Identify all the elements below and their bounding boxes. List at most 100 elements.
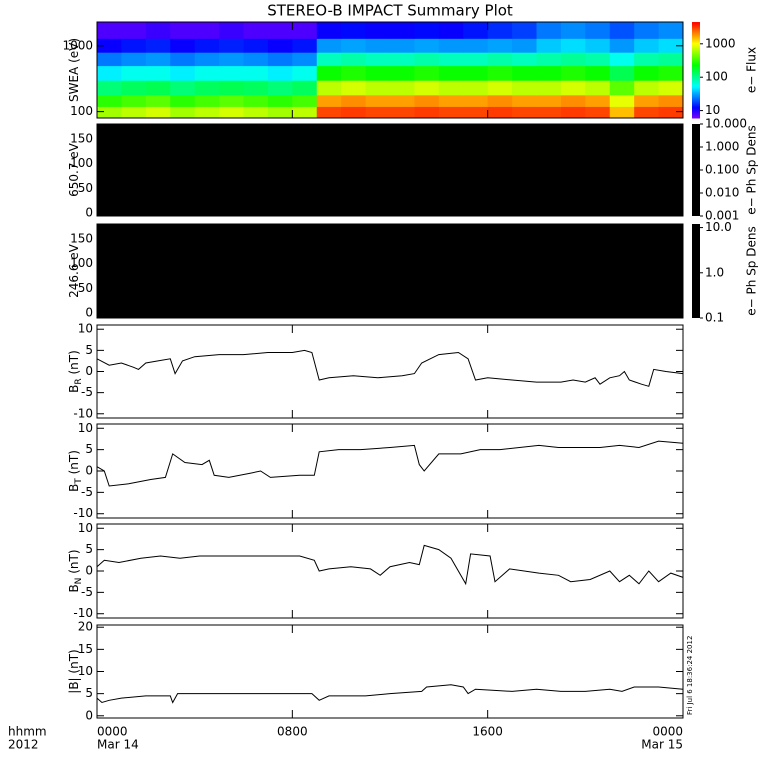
panel-frame xyxy=(96,223,684,319)
colorbar-stripe xyxy=(692,72,700,75)
spectrogram-cell xyxy=(634,94,660,107)
spectrogram-cell xyxy=(634,65,660,81)
colorbar-stripe xyxy=(692,82,700,85)
y-tick-label: 15 xyxy=(78,642,93,656)
panel-frame xyxy=(96,123,684,217)
spectrogram-cell xyxy=(292,80,318,96)
colorbar-tick-label: 0.100 xyxy=(705,163,739,177)
colorbar-tick-label: 1000 xyxy=(705,36,736,50)
spectrogram-cell xyxy=(438,22,464,39)
spectrogram-cell xyxy=(560,94,586,107)
y-tick-label: 10 xyxy=(78,664,93,678)
spectrogram-cell xyxy=(487,52,513,67)
spectrogram-cell xyxy=(194,80,220,96)
spectrogram-cell xyxy=(292,106,318,119)
colorbar-stripe xyxy=(692,30,700,33)
spectrogram-cell xyxy=(341,52,367,67)
spectrogram-cell xyxy=(585,22,611,39)
y-axis-label: |B| (nT) xyxy=(67,649,81,693)
colorbar-stripe xyxy=(692,88,700,91)
spectrogram-cell xyxy=(170,52,196,67)
spectrogram-cell xyxy=(390,38,415,53)
spectrogram-cell xyxy=(487,22,513,39)
spectrogram-cell xyxy=(243,38,269,53)
spectrogram-cell xyxy=(390,65,415,81)
spectrogram-cell xyxy=(512,52,537,67)
spectrogram-cell xyxy=(97,94,122,107)
spectrogram-cell xyxy=(512,94,537,107)
spectrogram-cell xyxy=(658,65,684,81)
no-data-fill xyxy=(97,224,683,318)
spectrogram-cell xyxy=(536,94,562,107)
colorbar-stripe xyxy=(692,64,700,67)
spectrogram-cell xyxy=(121,65,147,81)
x-date-label: Mar 14 xyxy=(97,738,139,752)
colorbar-label: e− Ph Sp Dens xyxy=(745,226,759,315)
spectrogram-cell xyxy=(487,106,513,119)
y-axis-label: SWEA (eV) xyxy=(67,38,81,102)
colorbar-label: e− Flux xyxy=(745,47,759,93)
spectrogram-cell xyxy=(170,80,196,96)
spectrogram-cell xyxy=(341,38,367,53)
colorbar-tick-label: 1.0 xyxy=(705,265,724,279)
y-tick-label: -5 xyxy=(81,385,93,399)
spectrogram-cell xyxy=(463,22,489,39)
data-line xyxy=(96,684,684,704)
spectrogram-cell xyxy=(316,94,342,107)
spectrogram-cell xyxy=(414,106,440,119)
y-tick-label: 50 xyxy=(78,281,93,295)
spectrogram-cell xyxy=(145,65,171,81)
spectrogram-cell xyxy=(145,106,171,119)
colorbar-label: e− Ph Sp Dens xyxy=(745,125,759,214)
spectrogram-cell xyxy=(243,80,269,96)
y-axis-label-main: 246.6 eV xyxy=(67,243,81,298)
spectrogram-cell xyxy=(365,52,391,67)
x-date-label: Mar 15 xyxy=(641,738,683,752)
spectrogram-cell xyxy=(316,65,342,81)
colorbar-stripe xyxy=(692,50,700,53)
colorbar-stripe xyxy=(692,36,700,39)
spectrogram-cell xyxy=(536,65,562,81)
y-axis-label: BR (nT) xyxy=(67,350,84,393)
spectrogram-cell xyxy=(438,94,464,107)
spectrogram-cell xyxy=(463,80,489,96)
colorbar-stripe xyxy=(692,114,700,117)
y-axis-label-unit: (nT) xyxy=(67,450,81,478)
spectrogram-cell xyxy=(194,22,220,39)
colorbar-stripe xyxy=(692,22,700,25)
data-line xyxy=(96,349,684,387)
colorbar-tick-label: 10.000 xyxy=(705,117,747,131)
plot-title: STEREO-B IMPACT Summary Plot xyxy=(267,2,513,20)
y-tick-label: -5 xyxy=(81,585,93,599)
y-axis-label-main: B xyxy=(67,385,81,393)
spectrogram-cell xyxy=(194,65,220,81)
x-tick-label: 1600 xyxy=(472,725,503,739)
y-tick-label: 100 xyxy=(70,104,93,118)
spectrogram-cell xyxy=(145,80,171,96)
spectrogram-cell xyxy=(267,38,293,53)
y-tick-label: 5 xyxy=(85,343,93,357)
y-tick-label: 0 xyxy=(85,206,93,220)
y-tick-label: 0 xyxy=(85,464,93,478)
spectrogram-cell xyxy=(512,65,537,81)
spectrogram-cell xyxy=(658,38,684,53)
spectrogram-cell xyxy=(463,106,489,119)
y-tick-label: -10 xyxy=(73,606,93,620)
colorbar-stripe xyxy=(692,96,700,99)
spectrogram-cell xyxy=(341,80,367,96)
panel-frame xyxy=(96,21,684,119)
spectrogram-cell xyxy=(170,106,196,119)
spectrogram-cell xyxy=(194,52,220,67)
colorbar-stripe xyxy=(692,28,700,31)
y-tick-label: 10 xyxy=(78,521,93,535)
spectrogram-cell xyxy=(316,80,342,96)
spectrogram-cell xyxy=(97,22,122,39)
panel: -10 -5 0 5 10 BN (nT) xyxy=(67,521,684,620)
y-axis-label-unit: (nT) xyxy=(67,549,81,577)
y-axis-label-main: |B| (nT) xyxy=(67,649,81,693)
spectrogram-cell xyxy=(560,52,586,67)
spectrogram-cell xyxy=(585,106,611,119)
spectrogram-cell xyxy=(560,65,586,81)
spectrogram-cell xyxy=(145,94,171,107)
